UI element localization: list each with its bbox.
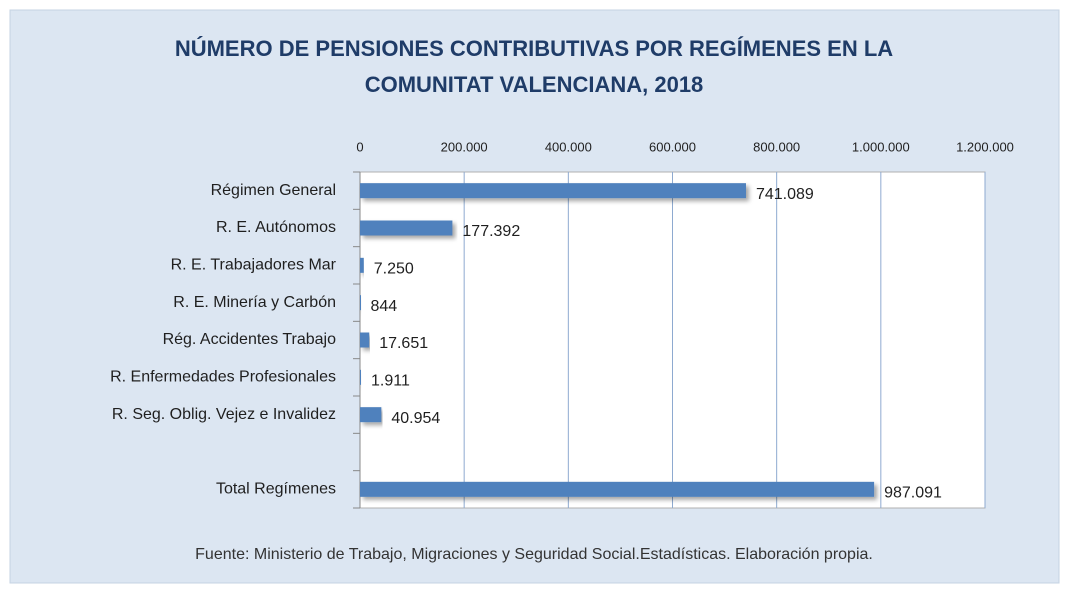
- y-tick-label: Total Regímenes: [216, 481, 336, 498]
- bar: [360, 369, 361, 385]
- bar: [360, 481, 875, 497]
- source-note: Fuente: Ministerio de Trabajo, Migracion…: [195, 546, 873, 563]
- bar: [360, 332, 370, 348]
- y-tick-label: R. E. Trabajadores Mar: [171, 257, 337, 274]
- data-label: 17.651: [379, 335, 428, 352]
- data-label: 741.089: [756, 186, 814, 203]
- x-tick-label: 1.200.000: [956, 139, 1014, 154]
- y-tick-label: Régimen General: [211, 182, 336, 199]
- x-tick-label: 400.000: [545, 139, 592, 154]
- y-tick-label: Rég. Accidentes Trabajo: [163, 331, 337, 348]
- data-label: 1.911: [371, 373, 410, 390]
- y-tick-label: R. E. Autónomos: [216, 219, 336, 236]
- bar: [360, 220, 453, 236]
- data-label: 40.954: [391, 410, 440, 427]
- x-tick-label: 200.000: [441, 139, 488, 154]
- bar: [360, 407, 382, 423]
- x-tick-label: 0: [356, 139, 363, 154]
- bar: [360, 183, 746, 199]
- chart-title: NÚMERO DE PENSIONES CONTRIBUTIVAS POR RE…: [175, 36, 893, 61]
- data-label: 7.250: [374, 261, 414, 278]
- data-label: 844: [370, 298, 397, 315]
- x-tick-label: 1.000.000: [852, 139, 910, 154]
- x-tick-label: 600.000: [649, 139, 696, 154]
- data-label: 987.091: [884, 485, 942, 502]
- data-label: 177.392: [462, 223, 520, 240]
- bar: [360, 295, 361, 311]
- chart-title: COMUNITAT VALENCIANA, 2018: [365, 72, 704, 97]
- y-tick-label: R. Enfermedades Profesionales: [110, 369, 336, 386]
- y-tick-label: R. E. Minería y Carbón: [173, 294, 336, 311]
- y-tick-label: R. Seg. Oblig. Vejez e Invalidez: [112, 406, 336, 423]
- bar: [360, 257, 364, 273]
- x-tick-label: 800.000: [753, 139, 800, 154]
